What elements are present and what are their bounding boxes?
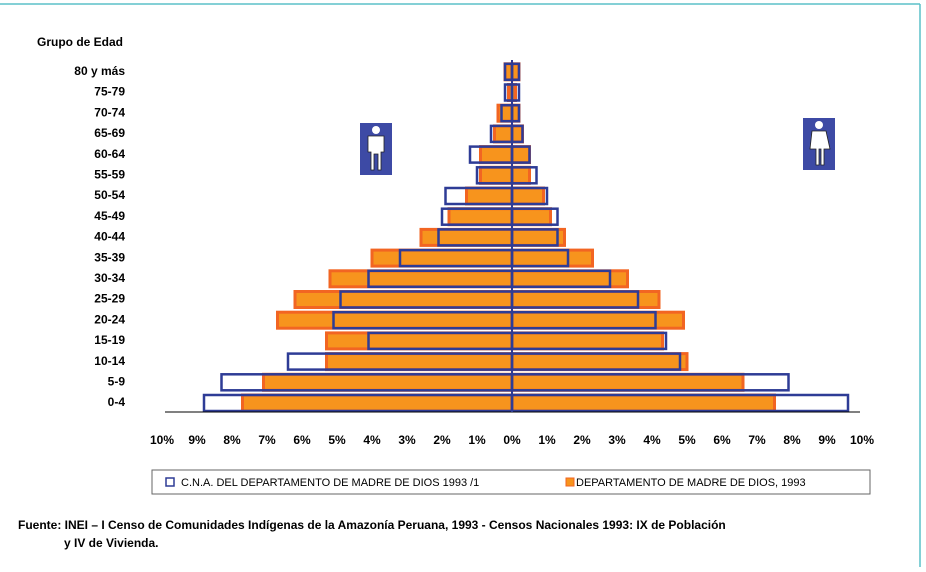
y-tick-label: 50-54 <box>94 188 125 202</box>
legend-swatch <box>565 477 575 487</box>
bar <box>370 248 514 268</box>
source: y IV de Vivienda. <box>64 536 159 550</box>
x-tick-label: 8% <box>783 433 801 447</box>
bar <box>510 372 745 392</box>
bar <box>510 352 689 372</box>
y-tick-label: 80 y más <box>74 64 125 78</box>
bar <box>479 145 514 165</box>
x-tick-label: 5% <box>678 433 696 447</box>
bar <box>510 310 685 330</box>
x-tick-label: 8% <box>223 433 241 447</box>
x-tick-label: 3% <box>608 433 626 447</box>
y-tick-label: 75-79 <box>94 85 125 99</box>
female-icon <box>803 118 835 170</box>
x-tick-label: 1% <box>468 433 486 447</box>
bar <box>447 207 514 227</box>
legend-swatch <box>165 477 175 487</box>
x-tick-label: 9% <box>188 433 206 447</box>
x-tick-label: 4% <box>363 433 381 447</box>
y-tick-label: 70-74 <box>94 105 125 119</box>
bar <box>479 165 514 185</box>
legend-label: DEPARTAMENTO DE MADRE DE DIOS, 1993 <box>576 477 806 489</box>
bar <box>465 186 514 206</box>
bar <box>510 165 531 185</box>
bar <box>510 331 664 351</box>
bar <box>276 310 514 330</box>
x-tick-label: 7% <box>258 433 276 447</box>
x-tick-label: 6% <box>293 433 311 447</box>
bar <box>496 103 514 123</box>
y-tick-label: 15-19 <box>94 333 125 347</box>
y-tick-label: 40-44 <box>94 230 125 244</box>
x-tick-label: 10% <box>850 433 874 447</box>
x-tick-label: 2% <box>433 433 451 447</box>
bar <box>510 124 524 144</box>
y-tick-label: 60-64 <box>94 147 125 161</box>
legend: C.N.A. DEL DEPARTAMENTO DE MADRE DE DIOS… <box>151 469 871 495</box>
bar <box>293 290 514 309</box>
x-tick-label: 3% <box>398 433 416 447</box>
male-icon <box>360 123 392 175</box>
bar <box>510 145 531 165</box>
bar <box>325 331 514 351</box>
x-tick-label: 1% <box>538 433 556 447</box>
source: Fuente: INEI – I Censo de Comunidades In… <box>18 518 726 532</box>
y-tick-label: 10-14 <box>94 354 125 368</box>
x-tick-label: 2% <box>573 433 591 447</box>
x-tick-label: 5% <box>328 433 346 447</box>
legend-box <box>151 469 871 495</box>
bar <box>510 207 552 227</box>
bar <box>493 124 514 144</box>
y-tick-label: 45-49 <box>94 209 125 223</box>
x-tick-label: 10% <box>150 433 174 447</box>
x-tick-label: 0% <box>503 433 521 447</box>
y-tick-label: 55-59 <box>94 167 125 181</box>
y-tick-label: 20-24 <box>94 312 125 326</box>
legend-label: C.N.A. DEL DEPARTAMENTO DE MADRE DE DIOS… <box>181 477 479 489</box>
bar <box>510 186 545 206</box>
y-tick-label: 5-9 <box>108 374 126 388</box>
bar <box>419 227 514 247</box>
x-tick-label: 9% <box>818 433 836 447</box>
y-tick-label: 35-39 <box>94 250 125 264</box>
bar <box>328 269 514 289</box>
x-tick-label: 6% <box>713 433 731 447</box>
y-axis-label: Grupo de Edad <box>37 35 123 49</box>
bar <box>262 372 514 392</box>
bar <box>241 393 514 413</box>
y-tick-label: 0-4 <box>108 395 126 409</box>
x-tick-label: 4% <box>643 433 661 447</box>
bar <box>325 352 514 372</box>
x-tick-label: 7% <box>748 433 766 447</box>
y-tick-label: 30-34 <box>94 271 125 285</box>
y-tick-label: 65-69 <box>94 126 125 140</box>
bar <box>510 393 776 413</box>
bar <box>510 248 594 268</box>
y-tick-label: 25-29 <box>94 292 125 306</box>
